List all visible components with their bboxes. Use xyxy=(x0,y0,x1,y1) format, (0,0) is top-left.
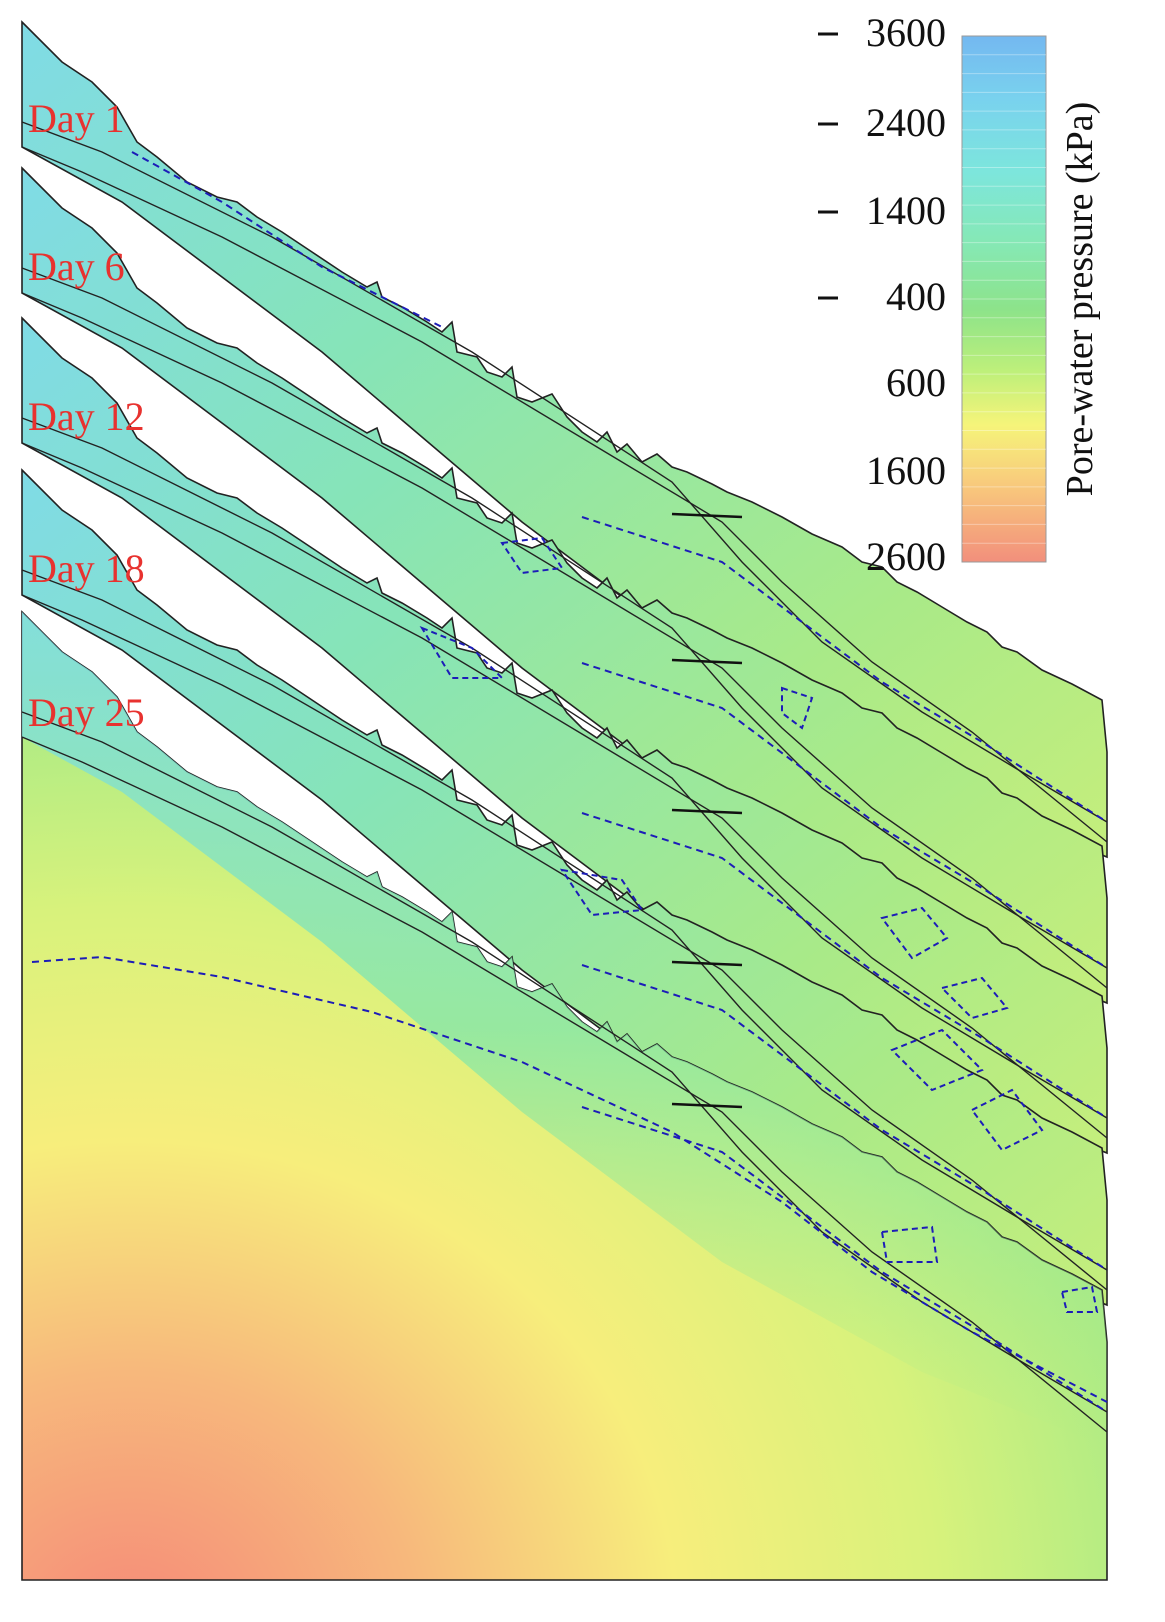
colorbar-tick-label: 600 xyxy=(886,360,946,405)
day-label-25: Day 25 xyxy=(28,690,145,735)
panel-day-1 xyxy=(21,20,1108,859)
colorbar-ticks: 3600 2400 1400 400 600 1600 2600 xyxy=(818,10,946,579)
colorbar-tick-label: 3600 xyxy=(866,10,946,55)
day-label-12: Day 12 xyxy=(28,394,145,439)
panel-day-12 xyxy=(21,316,1108,1155)
colorbar: Pore-water pressure (kPa) 3600 2400 1400 40… xyxy=(818,10,1101,579)
colorbar-gradient xyxy=(961,35,1047,563)
day-label-18: Day 18 xyxy=(28,546,145,591)
colorbar-title: Pore-water pressure (kPa) xyxy=(1059,102,1101,497)
colorbar-tick-label: 2600 xyxy=(866,534,946,579)
colorbar-bands xyxy=(962,54,1046,544)
day-label-6: Day 6 xyxy=(28,244,125,289)
panel-day-25 xyxy=(21,610,1108,1581)
panel-day-6 xyxy=(21,166,1108,1005)
colorbar-tick-label: 1400 xyxy=(866,188,946,233)
panel-day-18 xyxy=(21,468,1108,1307)
colorbar-tick-label: 2400 xyxy=(866,100,946,145)
day-label-1: Day 1 xyxy=(28,96,125,141)
colorbar-tick-label: 400 xyxy=(886,274,946,319)
colorbar-tick-label: 1600 xyxy=(866,448,946,493)
